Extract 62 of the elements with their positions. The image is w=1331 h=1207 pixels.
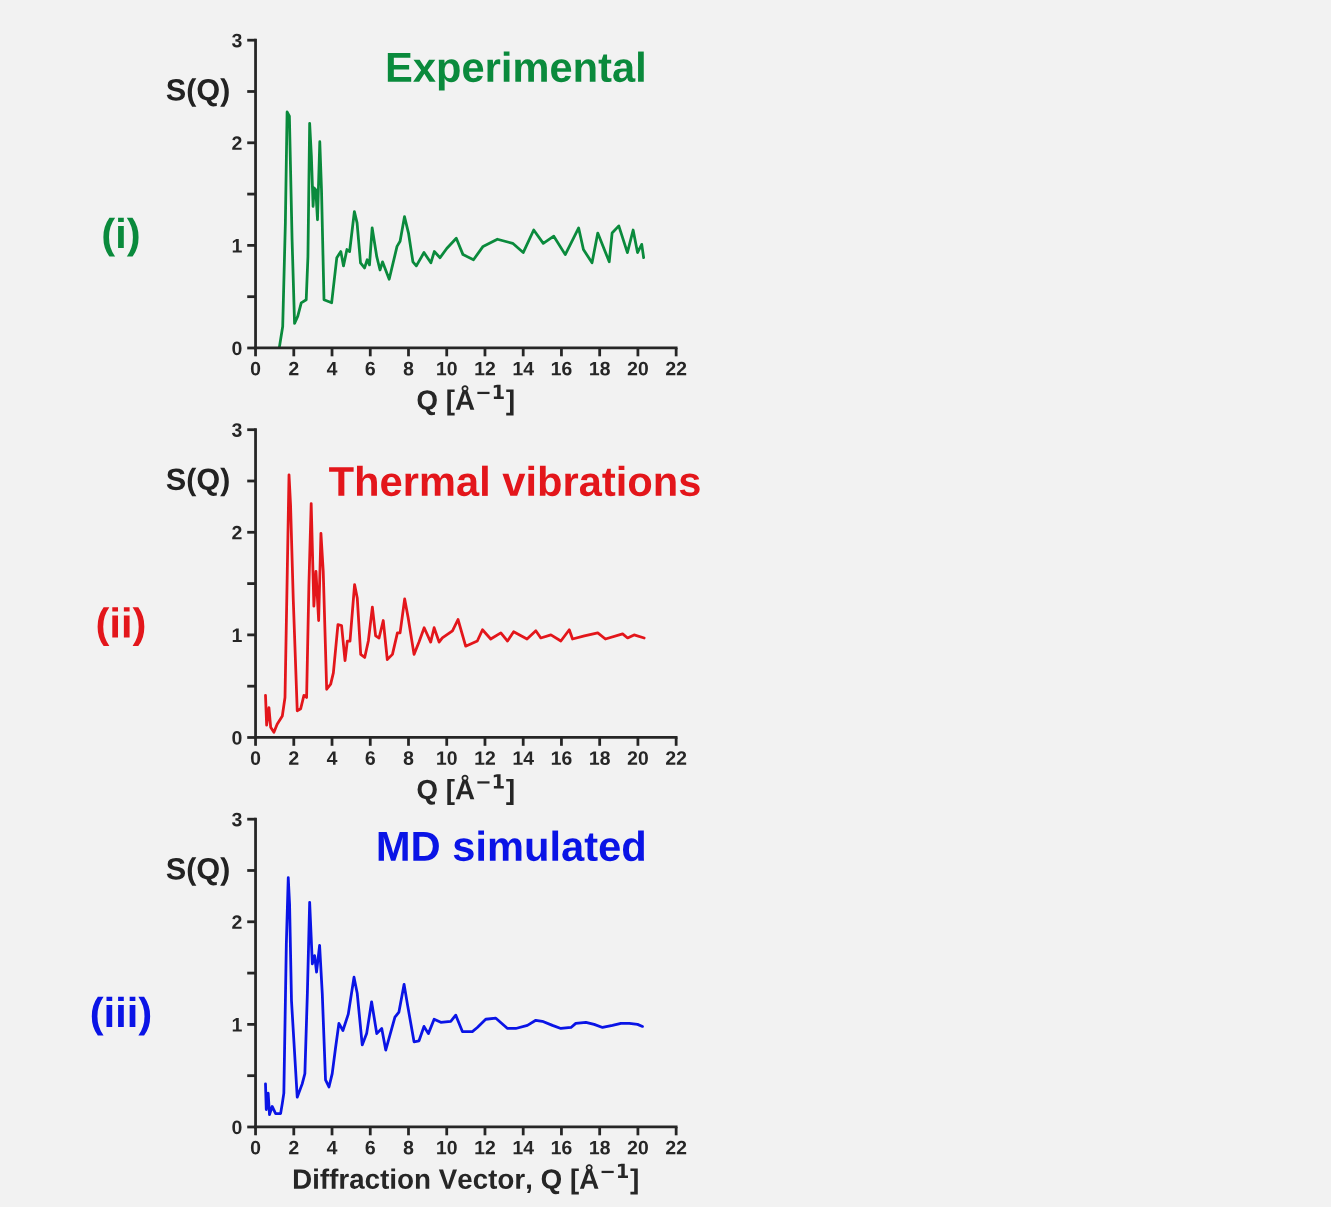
y-axis-title: S(Q) [166,78,229,107]
x-tick-label: 4 [326,751,338,765]
y-axis-title: S(Q) [166,857,229,886]
x-tick-label: 20 [627,751,648,765]
x-tick-label: 20 [627,361,648,376]
x-tick-label: 0 [250,361,261,376]
text: (ii) [97,607,145,647]
y-tick-label: 2 [232,525,242,540]
x-axis-title: Q [Å$^{−1}$] [417,384,514,416]
y-tick-label: 2 [232,136,242,150]
x-axis-title: Q [Å$^{−1}$] [417,774,514,805]
y-tick-label: 0 [232,1120,242,1135]
x-tick-label: 16 [551,1140,572,1155]
x-tick-label: 12 [475,751,495,765]
x-tick-label: 10 [437,1140,457,1155]
x-tick-label: 14 [513,1140,534,1155]
x-tick-label: 22 [666,1140,687,1155]
x-tick-label: 22 [666,751,687,765]
y-tick-label: 1 [232,239,242,253]
y-tick-label: 0 [232,341,242,356]
x-tick-label: 4 [326,361,338,376]
x-tick-label: 8 [403,361,414,376]
x-tick-label: 14 [513,361,534,376]
x-tick-label: 6 [365,1140,375,1155]
x-tick-label: 2 [289,1140,299,1155]
x-tick-label: 2 [289,361,299,376]
y-tick-label: 2 [232,915,242,929]
x-tick-label: 12 [475,1140,495,1155]
x-tick-label: 16 [551,751,572,765]
x-tick-label: 16 [551,361,572,376]
x-tick-label: 18 [590,751,610,765]
x-tick-label: 10 [437,361,457,376]
text: (i) [103,217,139,257]
y-tick-label: 3 [231,423,242,437]
x-tick-label: 10 [437,751,457,765]
x-tick-label: 8 [403,1140,414,1155]
text: (iii) [91,996,151,1036]
x-tick-label: 6 [365,751,375,765]
x-tick-label: 0 [250,1140,261,1155]
x-tick-label: 8 [403,751,414,765]
chart-title: Experimental [387,51,644,91]
y-tick-label: 0 [232,730,242,745]
x-tick-label: 6 [365,361,375,376]
x-tick-label: 22 [666,361,687,376]
y-tick-label: 1 [232,1018,242,1032]
x-tick-label: 2 [289,751,299,765]
y-tick-label: 1 [232,628,242,642]
chart-title: MD simulated [378,830,644,862]
x-tick-label: 20 [627,1140,648,1155]
x-axis-title: Diffraction Vector, Q [Å$^{−1}$] [293,1163,638,1195]
y-axis-title: S(Q) [166,467,229,497]
y-tick-label: 3 [231,812,242,827]
x-tick-label: 18 [590,361,610,376]
line-series [264,876,644,1117]
x-tick-label: 4 [326,1140,338,1155]
x-tick-label: 18 [590,1140,610,1155]
x-tick-label: 14 [513,751,534,765]
x-tick-label: 12 [475,361,495,376]
text: Thermal vibrations [329,465,700,497]
y-tick-label: 3 [231,33,242,48]
line-series [277,110,646,348]
x-tick-label: 0 [250,751,261,765]
